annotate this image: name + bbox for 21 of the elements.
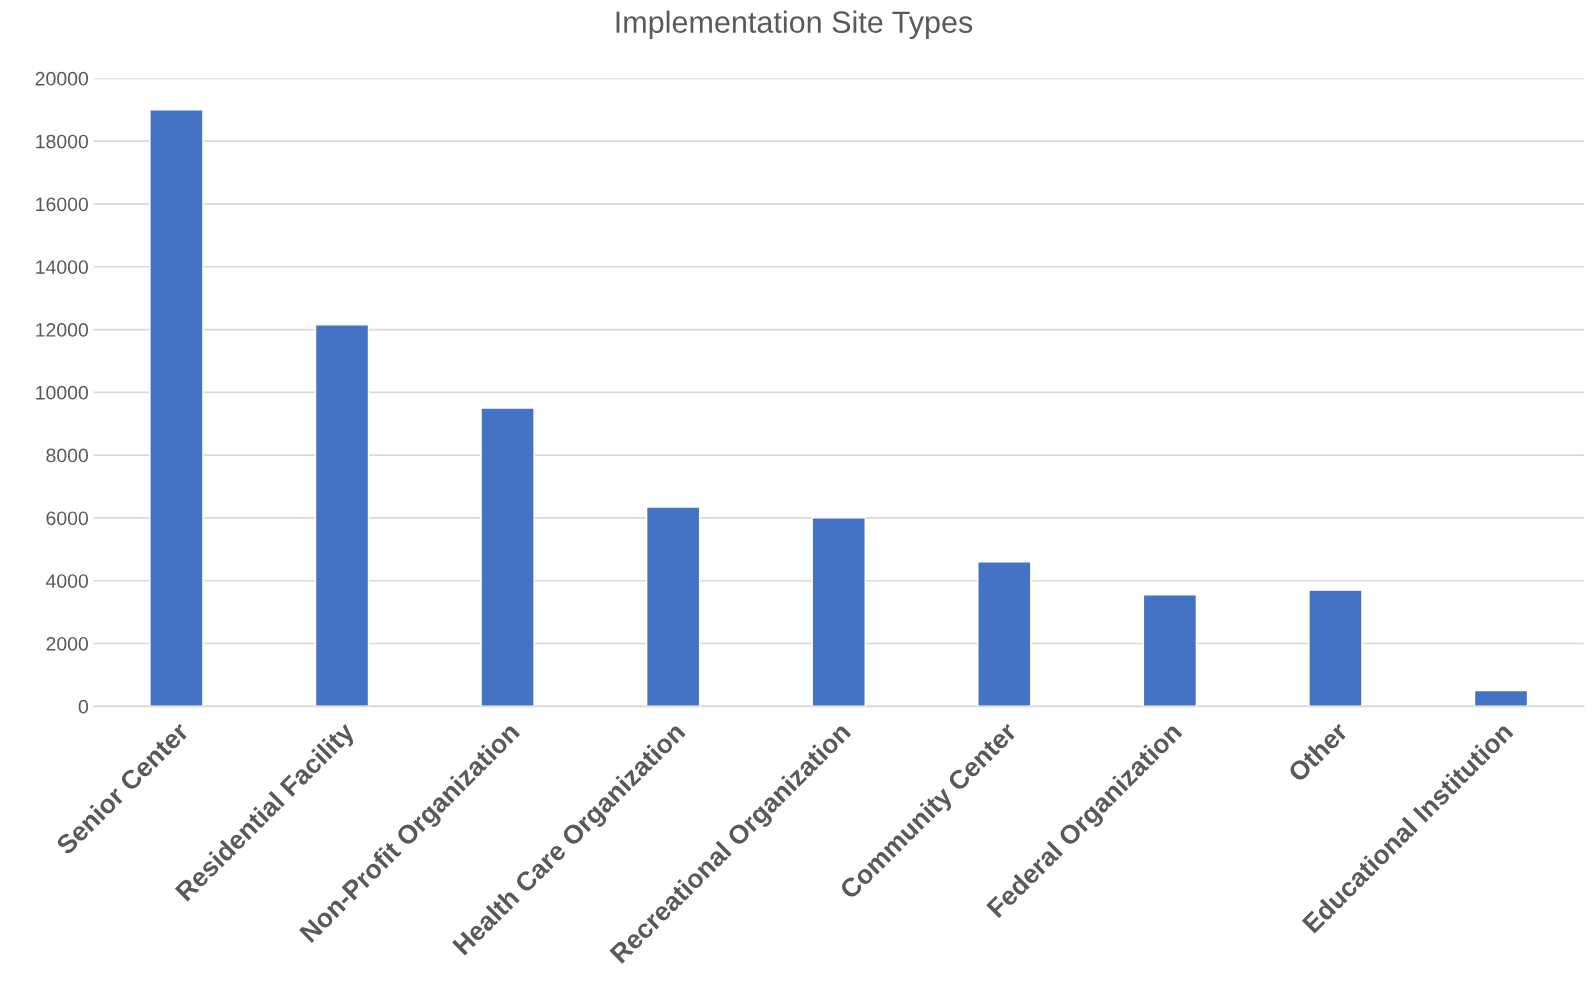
y-tick-label: 4000	[45, 574, 89, 588]
bar	[1308, 589, 1363, 707]
y-tick-label: 12000	[36, 323, 89, 337]
bar	[314, 324, 370, 707]
bar	[1473, 689, 1529, 707]
chart-title: Implementation Site Types	[616, 10, 973, 40]
bar	[149, 109, 204, 707]
y-tick-label: 8000	[46, 448, 89, 463]
y-tick-label: 6000	[46, 511, 89, 526]
y-tick-label: 10000	[36, 385, 89, 400]
y-tick-label: 16000	[36, 197, 89, 212]
y-tick-label: 20000	[35, 71, 89, 86]
y-tick-label: 0	[78, 699, 89, 714]
y-tick-label: 14000	[36, 260, 89, 274]
bar	[977, 561, 1032, 707]
bar	[1142, 594, 1198, 707]
y-tick-label: 18000	[36, 134, 89, 149]
bar	[811, 517, 866, 707]
y-tick-label: 2000	[46, 636, 89, 651]
bar	[645, 506, 701, 707]
bar	[480, 407, 535, 707]
